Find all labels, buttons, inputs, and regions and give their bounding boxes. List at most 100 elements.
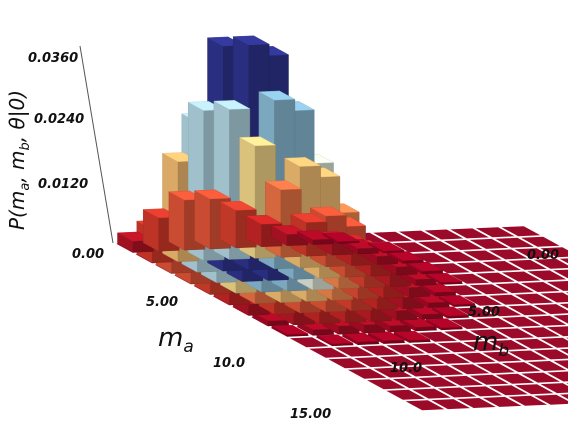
floor-cell [508, 350, 547, 361]
bar-face [219, 200, 258, 211]
bar [322, 232, 360, 244]
bar [418, 282, 457, 297]
bar-face [438, 295, 476, 305]
bar-face [193, 189, 232, 200]
z-tick-label: 0.0240 [34, 112, 84, 127]
floor-cell [495, 237, 534, 248]
floor-cell [392, 378, 432, 389]
floor-cell [450, 364, 490, 375]
floor-cell [559, 348, 568, 354]
floor-cell [534, 349, 568, 360]
floor-cell [450, 228, 489, 239]
floor-cell [354, 357, 393, 368]
floor-cell [482, 306, 522, 317]
floor-cell [559, 394, 568, 400]
bar [245, 214, 283, 248]
floor-cell [463, 341, 503, 352]
floor-cell [521, 372, 560, 383]
floor-cell [482, 396, 522, 407]
bar [271, 325, 309, 337]
floor-cell [328, 358, 368, 369]
floor-cell [437, 251, 477, 262]
floor-cell [534, 304, 568, 315]
floor-cell [482, 261, 522, 271]
floor-cell [367, 379, 406, 390]
floor-cell [392, 242, 432, 253]
floor-cell [405, 400, 445, 411]
floor-cell [463, 250, 502, 261]
bar-face [322, 232, 360, 242]
floor-cell [347, 368, 387, 379]
floor-cell [527, 361, 567, 371]
bar-face [264, 180, 303, 191]
floor-cell [489, 340, 528, 350]
floor-cell [463, 386, 503, 397]
floor-cell [495, 373, 535, 384]
floor-cell [444, 375, 483, 386]
floor-cell [508, 305, 547, 316]
floor-cell [514, 338, 554, 349]
floor-cell [488, 249, 528, 260]
floor-cell [476, 363, 515, 374]
bar [367, 241, 405, 254]
x-tick-label: 5.00 [146, 295, 178, 310]
floor-cell [411, 343, 451, 354]
floor-cell [501, 226, 541, 237]
floor-cell [495, 328, 535, 339]
floor-cell [540, 247, 568, 258]
floor-cell [443, 285, 483, 296]
floor-cell [546, 326, 568, 337]
floor-cell [553, 269, 568, 279]
floor-cell [553, 314, 568, 324]
bar-face [258, 90, 296, 101]
floor-cell [501, 316, 541, 327]
z-tick-label: 0.00 [72, 247, 104, 262]
floor-cell [418, 241, 457, 252]
bar [425, 272, 463, 285]
floor-cell [431, 263, 470, 274]
floor-cell [501, 271, 541, 282]
floor-cell [289, 337, 329, 348]
bar-face [316, 334, 354, 345]
floor-cell [444, 330, 483, 341]
floor-cell [456, 307, 496, 318]
floor-cell [424, 365, 464, 376]
floor-cell [514, 248, 554, 259]
z-axis-line [79, 45, 114, 244]
floor-cell [488, 294, 528, 305]
floor-cell [482, 351, 522, 362]
floor-cell [502, 362, 541, 373]
floor-cell [514, 384, 554, 395]
floor-cell [534, 394, 568, 405]
floor-cell [431, 399, 471, 410]
floor-cell [540, 292, 568, 303]
labels: 0.0360 0.0240 0.0120 0.00 5.00 10.0 15.0… [5, 51, 559, 422]
floor-cell [508, 395, 548, 406]
floor-cell [399, 366, 438, 377]
floor-cell [360, 345, 400, 356]
bar [386, 251, 425, 264]
floor-cell [450, 273, 490, 284]
bar [341, 332, 380, 345]
y-tick-label: 5.00 [468, 305, 500, 320]
z-tick-label: 0.0360 [28, 51, 78, 66]
floor-cell [527, 270, 567, 281]
floor-cell [437, 387, 477, 398]
floor-cell [559, 303, 568, 309]
bar [393, 330, 431, 343]
bar [406, 304, 444, 320]
floor-cell [540, 337, 568, 348]
floor-cell [457, 398, 496, 408]
bar [367, 331, 406, 344]
bar-face [168, 191, 185, 251]
floor-cell [469, 238, 509, 249]
floor-cell [457, 352, 496, 363]
bar-face [290, 212, 328, 223]
floor-cell [424, 229, 464, 240]
floor-cell [546, 280, 568, 291]
x-tick-label: 10.0 [213, 356, 245, 371]
bar-face [367, 241, 405, 252]
bar-face [425, 318, 463, 329]
floor-cell [463, 295, 502, 306]
